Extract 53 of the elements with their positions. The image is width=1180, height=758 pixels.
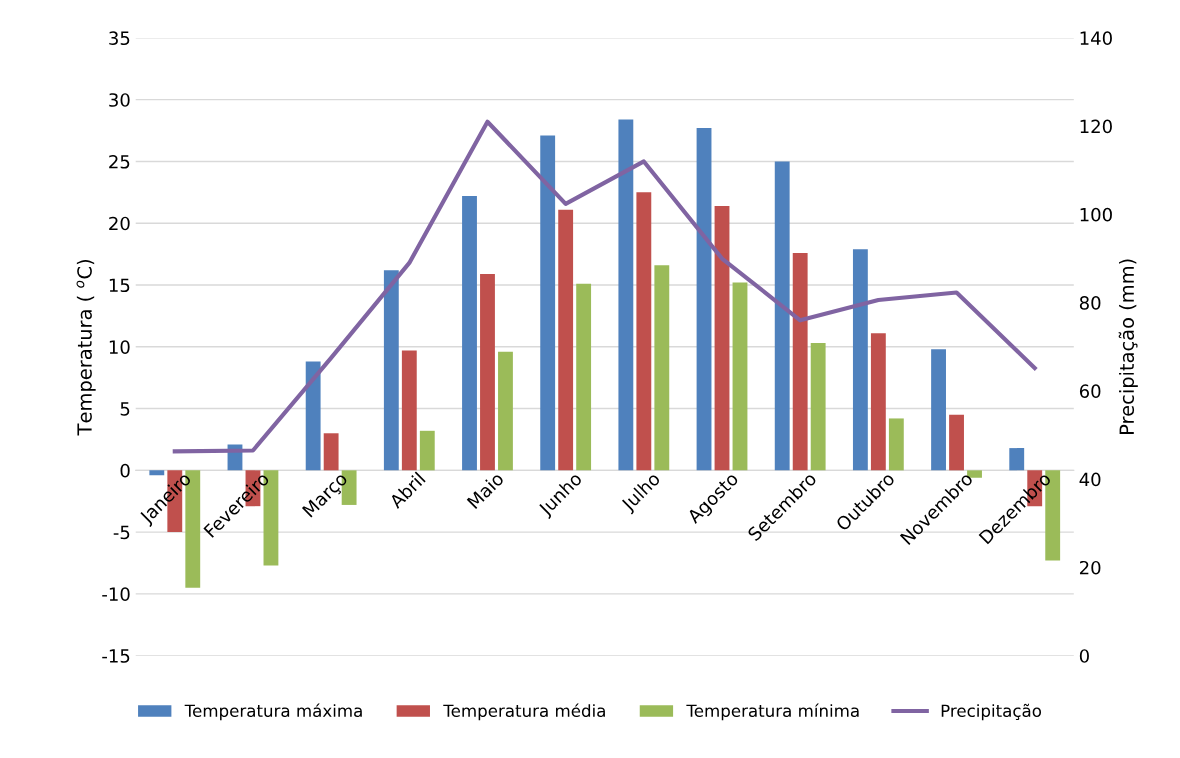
y2-axis-title: Precipitação (mm) bbox=[1118, 259, 1138, 434]
y-tick-label: 35 bbox=[109, 31, 130, 46]
bar bbox=[618, 119, 634, 471]
bar bbox=[696, 128, 712, 471]
y-tick-label: -5 bbox=[113, 525, 130, 540]
legend-label: Temperatura mínima bbox=[686, 703, 859, 721]
bar bbox=[949, 414, 964, 471]
legend-label: Temperatura máxima bbox=[184, 703, 362, 721]
bar bbox=[732, 282, 748, 471]
bar bbox=[888, 418, 904, 471]
y-tick-label: 30 bbox=[109, 93, 130, 107]
bar bbox=[305, 361, 321, 471]
legend-label: Precipitação bbox=[941, 703, 1042, 721]
bar bbox=[810, 343, 826, 471]
bar bbox=[149, 470, 165, 476]
y-tick-label: 25 bbox=[109, 154, 130, 169]
bar bbox=[654, 265, 670, 471]
y-tick-label: 0 bbox=[120, 463, 130, 478]
y2-tick-label: 100 bbox=[1080, 207, 1112, 222]
line-series bbox=[172, 119, 1037, 454]
bar bbox=[480, 273, 495, 471]
y2-tick-label: 40 bbox=[1079, 472, 1101, 487]
bar bbox=[401, 350, 417, 471]
bar bbox=[931, 349, 946, 471]
bar bbox=[462, 196, 477, 471]
bar bbox=[498, 351, 513, 471]
bar bbox=[540, 135, 556, 471]
y2-tick-label: 140 bbox=[1080, 31, 1112, 46]
bar bbox=[323, 433, 339, 471]
y2-tick-label: 20 bbox=[1079, 560, 1101, 575]
y-tick-label: 15 bbox=[109, 278, 130, 293]
bar bbox=[576, 283, 592, 471]
y2-tick-label: 60 bbox=[1079, 384, 1101, 399]
y-tick-label: -15 bbox=[102, 649, 130, 663]
y-tick-label: 5 bbox=[120, 402, 130, 416]
y-tick-label: -10 bbox=[102, 587, 130, 602]
bar bbox=[558, 209, 574, 471]
y-axis-title: Temperatura ( $^{o}$C) bbox=[76, 260, 96, 436]
y2-tick-label: 120 bbox=[1080, 119, 1112, 134]
bar bbox=[1009, 448, 1025, 471]
y2-tick-label: 80 bbox=[1079, 296, 1101, 310]
bar bbox=[870, 333, 886, 471]
bar bbox=[792, 252, 808, 471]
y-tick-label: 20 bbox=[109, 216, 130, 231]
bar bbox=[852, 249, 868, 471]
legend-label: Temperatura média bbox=[443, 703, 605, 721]
y2-tick-label: 0 bbox=[1079, 649, 1089, 663]
y-tick-label: 10 bbox=[109, 340, 130, 354]
bar bbox=[714, 205, 730, 471]
bar bbox=[774, 161, 790, 471]
bar bbox=[419, 430, 435, 471]
bar bbox=[383, 270, 399, 471]
bar bbox=[636, 192, 652, 471]
